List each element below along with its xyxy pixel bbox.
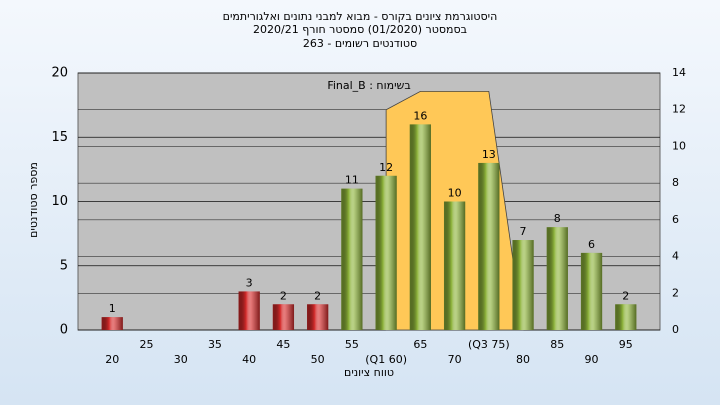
y-tick-label: 15 (51, 130, 68, 145)
value-label: 2 (314, 289, 321, 302)
bar-shade (512, 240, 534, 330)
bar-group (580, 252, 603, 330)
value-label: 2 (280, 289, 287, 302)
y2-tick-label: 6 (672, 213, 679, 226)
y2-tick-label: 10 (672, 139, 686, 152)
x-tick-label: 40 (242, 353, 256, 366)
chart-title: היסטוגרמת ציונים בקורס - מבוא למבני נתונ… (223, 10, 498, 23)
y2-tick-label: 8 (672, 176, 679, 189)
y-axis-label: מספר סטודנטים (27, 162, 40, 238)
x-tick-label: 80 (516, 353, 530, 366)
y2-tick-label: 4 (672, 250, 679, 263)
x-tick-label: 25 (139, 338, 153, 351)
x-tick-label: 45 (276, 338, 290, 351)
value-label: 10 (448, 187, 462, 200)
bar-shade (238, 291, 260, 330)
value-label: 6 (588, 238, 595, 251)
value-label: 12 (379, 161, 393, 174)
bar-group (478, 162, 500, 330)
y-tick-label: 10 (51, 194, 68, 209)
bar-shade (307, 304, 329, 330)
x-tick-label: 50 (311, 353, 325, 366)
bar-group (101, 317, 123, 330)
x-tick-label: 20 (105, 353, 119, 366)
value-label: 16 (413, 109, 427, 122)
x-tick-label: 90 (585, 353, 599, 366)
bar-shade (580, 252, 603, 330)
bar-group (341, 188, 363, 330)
value-label: 2 (622, 289, 629, 302)
bar-shade (615, 304, 637, 330)
y2-tick-label: 2 (672, 286, 679, 299)
x-tick-label: 70 (448, 353, 462, 366)
y2-tick-label: 14 (672, 66, 686, 79)
y-tick-label: 0 (60, 323, 68, 338)
y-tick-label: 5 (60, 258, 68, 273)
value-label: 13 (482, 148, 496, 161)
bar-shade (101, 317, 123, 330)
value-label: 1 (109, 302, 116, 315)
bar-group (409, 124, 431, 331)
x-tick-label: 30 (174, 353, 188, 366)
value-label: 3 (246, 276, 253, 289)
bar-group (238, 291, 260, 330)
bar-shade (272, 304, 295, 330)
y2-tick-label: 0 (672, 323, 679, 336)
bar-shade (443, 201, 466, 330)
bar-group (443, 201, 466, 330)
bar-group (272, 304, 295, 330)
x-tick-label: 85 (550, 338, 564, 351)
x-axis-label: טווח ציונים (344, 366, 394, 379)
bar-shade (341, 188, 363, 330)
x-tick-label: 55 (345, 338, 359, 351)
x-tick-label: (Q1 60) (365, 353, 407, 366)
bar-shade (546, 227, 568, 330)
value-label: 8 (554, 212, 561, 225)
chart-subtitle: בסמסטר (01/2020) סמסטר חורף 2020/21 (253, 23, 467, 36)
x-tick-label: 35 (208, 338, 222, 351)
y-tick-label: 20 (51, 66, 68, 81)
x-tick-label: 65 (413, 338, 427, 351)
annotation: בשימוח : Final_B (327, 79, 410, 92)
bar-shade (375, 175, 397, 330)
bar-group (375, 175, 397, 330)
value-label: 7 (520, 225, 527, 238)
bar-group (615, 304, 637, 330)
bar-group (307, 304, 329, 330)
x-tick-label: 95 (619, 338, 633, 351)
bar-shade (409, 124, 431, 331)
bar-group (546, 227, 568, 330)
x-tick-label: (Q3 75) (468, 338, 510, 351)
value-label: 11 (345, 174, 359, 187)
chart-subtitle: סטודנטים רשומים - 263 (303, 37, 417, 50)
bar-group (512, 240, 534, 330)
bar-shade (478, 162, 500, 330)
y2-tick-label: 12 (672, 103, 686, 116)
